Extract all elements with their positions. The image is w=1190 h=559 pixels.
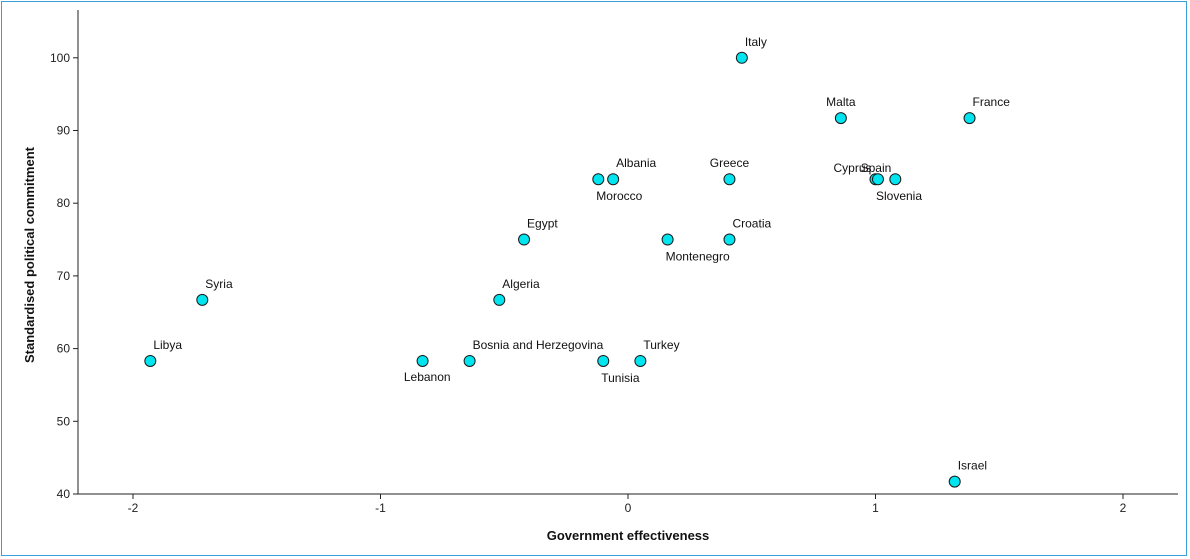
label-montenegro: Montenegro	[666, 250, 730, 264]
y-tick-label: 100	[50, 51, 70, 65]
label-egypt: Egypt	[527, 217, 558, 231]
point-syria	[196, 293, 209, 306]
label-turkey: Turkey	[643, 338, 679, 352]
y-axis-title: Standardised political commitment	[22, 146, 37, 363]
x-tick-label: 1	[872, 501, 879, 515]
label-bosnia-and-herzegovina: Bosnia and Herzegovina	[473, 338, 604, 352]
label-france: France	[973, 95, 1011, 109]
x-ticks: -2 -1 0 1 2	[128, 494, 1127, 515]
label-cyprus: Cyprus	[833, 161, 871, 175]
label-israel: Israel	[958, 459, 987, 473]
point-spain	[889, 173, 902, 186]
point-france	[963, 112, 976, 125]
label-malta: Malta	[826, 95, 856, 109]
point-croatia	[723, 233, 736, 246]
label-tunisia: Tunisia	[601, 371, 640, 385]
x-tick-label: 2	[1120, 501, 1127, 515]
point-italy	[735, 51, 748, 64]
y-tick-label: 90	[57, 124, 71, 138]
x-axis-title: Government effectiveness	[547, 528, 710, 543]
point-malta	[834, 112, 847, 125]
point-israel	[948, 475, 961, 488]
label-croatia: Croatia	[732, 217, 771, 231]
y-tick-label: 60	[57, 342, 71, 356]
label-albania: Albania	[616, 156, 656, 170]
label-italy: Italy	[745, 35, 767, 49]
label-greece: Greece	[710, 156, 750, 170]
x-tick-label: -1	[375, 501, 386, 515]
y-tick-label: 50	[57, 414, 71, 428]
point-libya	[144, 354, 157, 367]
point-bosnia-and-herzegovina	[463, 354, 476, 367]
data-points	[144, 51, 976, 488]
y-tick-label: 40	[57, 487, 71, 501]
label-lebanon: Lebanon	[404, 370, 451, 384]
x-tick-label: -2	[128, 501, 139, 515]
label-spain: Spain	[861, 161, 892, 175]
x-tick-label: 0	[625, 501, 632, 515]
label-morocco: Morocco	[596, 189, 642, 203]
point-egypt	[518, 233, 531, 246]
point-lebanon	[416, 354, 429, 367]
label-slovenia: Slovenia	[876, 189, 922, 203]
point-slovenia	[871, 173, 884, 186]
point-labels: Italy Malta France Albania Morocco Greece Cypr…	[153, 35, 1010, 473]
point-montenegro	[661, 233, 674, 246]
y-tick-label: 70	[57, 269, 71, 283]
axes: 40 50 60 70 80 90 100 -2 -1 0 1 2	[50, 10, 1178, 515]
label-libya: Libya	[153, 338, 182, 352]
y-ticks: 40 50 60 70 80 90 100	[50, 51, 78, 501]
point-albania	[607, 173, 620, 186]
label-syria: Syria	[205, 277, 233, 291]
point-greece	[723, 173, 736, 186]
point-turkey	[634, 354, 647, 367]
point-tunisia	[597, 354, 610, 367]
point-morocco	[592, 173, 605, 186]
point-algeria	[493, 293, 506, 306]
y-tick-label: 80	[57, 196, 71, 210]
label-algeria: Algeria	[502, 277, 540, 291]
